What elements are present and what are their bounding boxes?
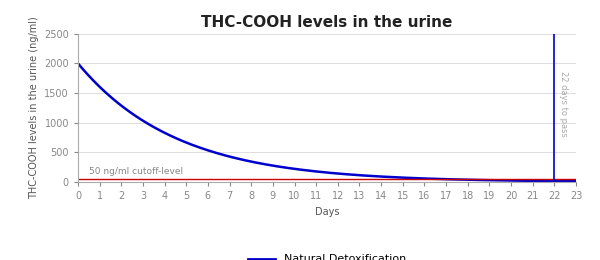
Text: 50 ng/ml cutoff-level: 50 ng/ml cutoff-level	[89, 167, 183, 176]
Text: 22 days to pass: 22 days to pass	[559, 71, 568, 137]
Y-axis label: THC-COOH levels in the urine (ng/ml): THC-COOH levels in the urine (ng/ml)	[29, 17, 38, 199]
X-axis label: Days: Days	[315, 207, 339, 217]
Legend: Natural Detoxification: Natural Detoxification	[243, 250, 411, 260]
Title: THC-COOH levels in the urine: THC-COOH levels in the urine	[202, 15, 452, 30]
